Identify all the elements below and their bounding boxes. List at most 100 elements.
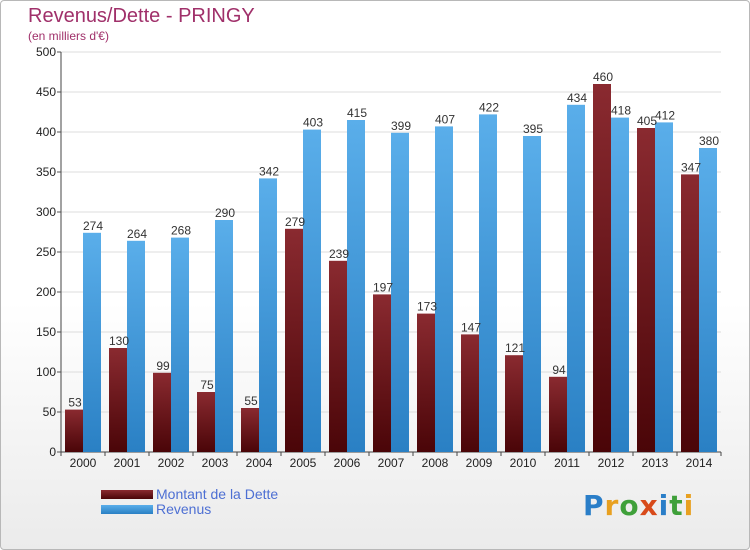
x-tick-label: 2013 — [642, 456, 669, 470]
data-label-revenus: 412 — [655, 108, 675, 122]
bar-revenus — [127, 240, 145, 452]
bar-dette — [329, 260, 347, 452]
chart-title: Revenus/Dette - PRINGY — [28, 5, 255, 27]
data-label-dette: 173 — [417, 300, 437, 314]
x-tick-label: 2012 — [598, 456, 625, 470]
data-label-revenus: 342 — [259, 164, 279, 178]
x-tick-label: 2005 — [290, 456, 317, 470]
x-tick-label: 2009 — [466, 456, 493, 470]
y-tick-label: 50 — [43, 405, 57, 419]
x-tick-label: 2000 — [70, 456, 97, 470]
legend-label-dette: Montant de la Dette — [156, 486, 279, 502]
y-tick-label: 450 — [36, 85, 56, 99]
data-label-dette: 279 — [285, 215, 305, 229]
data-label-dette: 130 — [109, 334, 129, 348]
bar-dette — [153, 372, 171, 452]
x-tick-label: 2008 — [422, 456, 449, 470]
proxiti-logo: Proxiti — [583, 489, 694, 522]
data-label-dette: 94 — [552, 363, 566, 377]
x-tick-label: 2004 — [246, 456, 273, 470]
y-tick-label: 150 — [36, 325, 56, 339]
data-label-dette: 75 — [200, 378, 214, 392]
logo-letter: i — [683, 489, 695, 522]
x-tick-label: 2014 — [686, 456, 713, 470]
x-tick-label: 2010 — [510, 456, 537, 470]
legend-swatch-dette — [101, 490, 153, 499]
y-tick-label: 200 — [36, 285, 56, 299]
y-tick-label: 350 — [36, 165, 56, 179]
data-label-dette: 99 — [156, 359, 170, 373]
x-tick-label: 2007 — [378, 456, 405, 470]
bar-dette — [461, 334, 479, 452]
logo-letter: P — [583, 489, 605, 522]
data-label-dette: 460 — [593, 70, 613, 84]
bar-revenus — [391, 132, 409, 453]
y-tick-label: 400 — [36, 125, 56, 139]
bar-dette — [197, 392, 215, 452]
x-tick-label: 2011 — [554, 456, 580, 470]
data-label-dette: 53 — [68, 396, 82, 410]
bar-dette — [505, 355, 523, 452]
data-label-revenus: 380 — [699, 134, 719, 148]
y-tick-label: 300 — [36, 205, 56, 219]
y-tick-label: 0 — [49, 445, 56, 459]
bar-revenus — [699, 148, 717, 452]
bar-dette — [681, 174, 699, 452]
logo-letter: o — [619, 489, 640, 522]
chart-subtitle: (en milliers d'€) — [28, 29, 109, 43]
x-tick-label: 2006 — [334, 456, 361, 470]
logo-letter: x — [639, 489, 659, 522]
bar-revenus — [83, 232, 101, 452]
data-label-revenus: 274 — [83, 219, 103, 233]
bar-dette — [417, 313, 435, 452]
legend-swatch-revenus — [101, 505, 153, 514]
bar-dette — [65, 409, 83, 452]
x-tick-label: 2003 — [202, 456, 229, 470]
data-label-dette: 121 — [505, 341, 525, 355]
data-label-revenus: 264 — [127, 227, 147, 241]
data-label-dette: 197 — [373, 280, 393, 294]
data-label-dette: 147 — [461, 320, 481, 334]
y-tick-label: 100 — [36, 365, 56, 379]
data-label-revenus: 422 — [479, 100, 499, 114]
bar-revenus — [523, 136, 541, 452]
data-label-dette: 239 — [329, 247, 349, 261]
data-label-dette: 405 — [637, 114, 657, 128]
bar-dette — [109, 348, 127, 452]
logo-letter: r — [604, 489, 620, 522]
bar-revenus — [479, 114, 497, 453]
x-tick-label: 2001 — [114, 456, 141, 470]
data-label-revenus: 395 — [523, 122, 543, 136]
bar-revenus — [259, 178, 277, 452]
bar-dette — [593, 84, 611, 452]
bar-revenus — [303, 129, 321, 452]
data-label-revenus: 418 — [611, 104, 631, 118]
logo-letter: i — [658, 489, 670, 522]
data-label-revenus: 407 — [435, 112, 455, 126]
data-label-revenus: 434 — [567, 91, 587, 105]
bar-dette — [549, 376, 567, 452]
bar-dette — [373, 294, 391, 452]
logo-letter: t — [669, 489, 684, 522]
data-label-dette: 347 — [681, 160, 701, 174]
bar-dette — [285, 228, 303, 452]
data-label-revenus: 399 — [391, 119, 411, 133]
bar-revenus — [611, 117, 629, 452]
bar-revenus — [215, 220, 233, 452]
bar-revenus — [435, 126, 453, 453]
x-tick-label: 2002 — [158, 456, 185, 470]
bar-revenus — [347, 120, 365, 452]
data-label-revenus: 415 — [347, 106, 367, 120]
legend-label-revenus: Revenus — [156, 501, 212, 517]
bar-dette — [637, 128, 655, 452]
data-label-dette: 55 — [244, 394, 258, 408]
data-label-revenus: 290 — [215, 206, 235, 220]
y-tick-label: 500 — [36, 45, 56, 59]
data-label-revenus: 268 — [171, 224, 191, 238]
data-label-revenus: 403 — [303, 116, 323, 130]
bar-revenus — [655, 122, 673, 453]
y-tick-label: 250 — [36, 245, 56, 259]
bar-revenus — [171, 237, 189, 452]
